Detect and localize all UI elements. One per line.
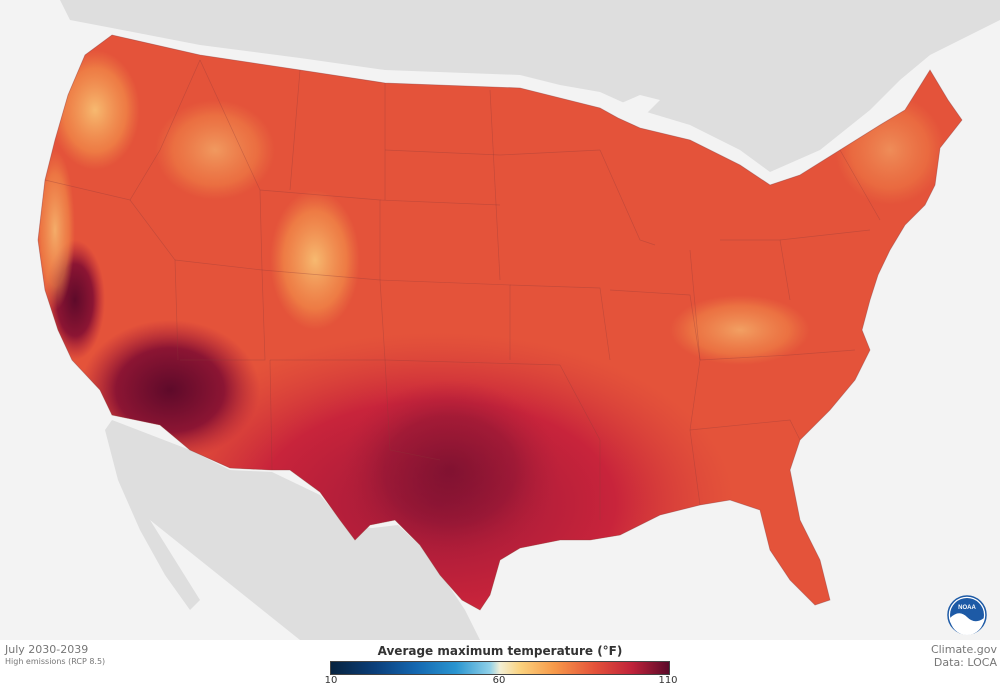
baja-peninsula: [105, 420, 200, 610]
us-temperature-map: NOAA: [37, 0, 1000, 640]
emissions-scenario: High emissions (RCP 8.5): [5, 657, 106, 666]
legend-min-label: 10: [324, 675, 338, 686]
credit-site: Climate.gov: [930, 643, 997, 656]
legend-mid-label: 60: [492, 675, 506, 686]
credit-data: Data: LOCA: [933, 656, 997, 669]
state-borders: [44, 59, 881, 520]
time-period: July 2030-2039: [5, 643, 89, 656]
map-footer: July 2030-2039 High emissions (RCP 8.5) …: [0, 640, 1000, 690]
legend-max-label: 110: [658, 675, 678, 686]
map-canvas: NOAA: [37, 0, 1000, 640]
canada-land: [60, 0, 1000, 172]
noaa-logo: NOAA: [947, 595, 987, 635]
mexico-land: [112, 420, 480, 640]
legend-title: Average maximum temperature (°F): [377, 644, 623, 658]
legend-color-bar: [330, 661, 670, 675]
noaa-logo-text: NOAA: [958, 605, 976, 611]
